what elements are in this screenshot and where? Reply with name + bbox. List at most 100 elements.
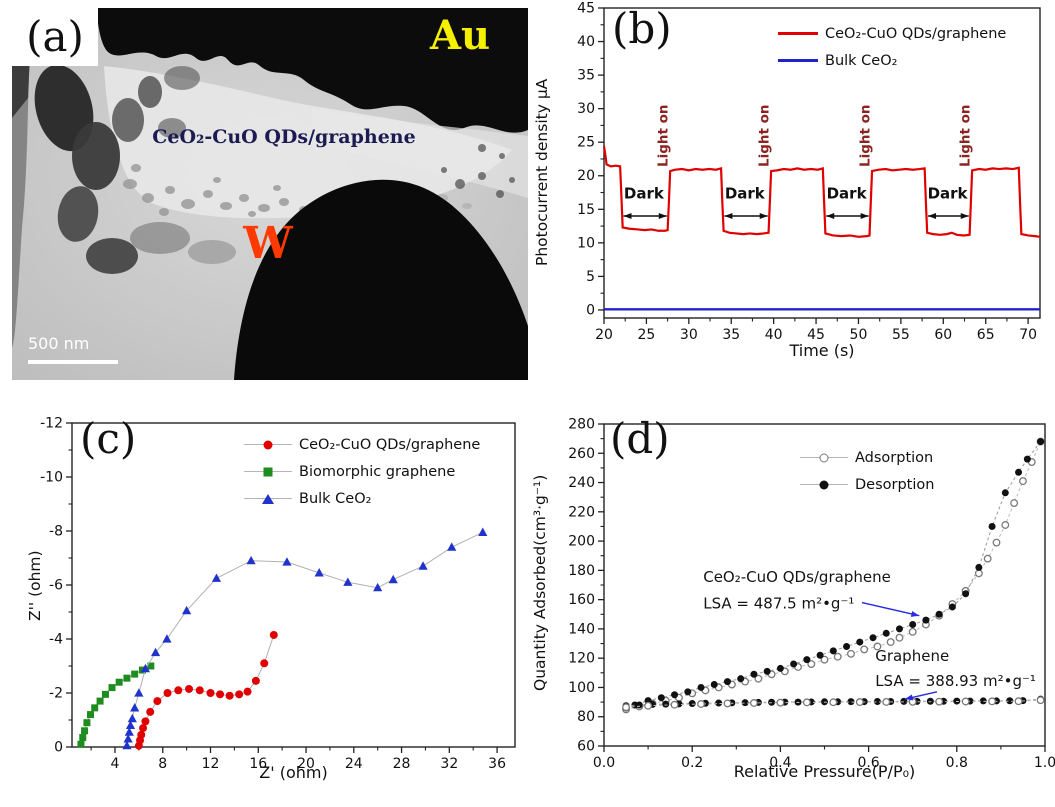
panel-d-isotherm-chart: 0.0 0.2 0.4 0.6 0.8 1.0 60 80 100 120 140 160 180 200… <box>568 417 1055 772</box>
panel-a-letter-box: (a) <box>12 8 98 66</box>
panel-c-impedance-chart: 4 8 12 16 20 24 28 32 36 0 -2 -4 -6 -8 -10 -12 <box>40 416 516 773</box>
particle-speckles <box>441 144 515 198</box>
svg-text:4: 4 <box>111 756 120 772</box>
panel-d-legend: Adsorption Desorption <box>800 444 934 498</box>
legend-item: Biomorphic graphene <box>244 458 480 485</box>
svg-text:40: 40 <box>577 34 595 50</box>
svg-text:40: 40 <box>765 327 783 343</box>
scale-bar <box>28 360 118 364</box>
svg-text:Light on: Light on <box>858 104 874 167</box>
legend-label: Desorption <box>855 476 935 493</box>
svg-text:80: 80 <box>577 709 595 725</box>
svg-text:45: 45 <box>807 327 825 343</box>
series-c-2 <box>122 527 488 750</box>
svg-text:36: 36 <box>488 756 506 772</box>
svg-text:0.4: 0.4 <box>769 755 791 771</box>
svg-text:30: 30 <box>577 101 595 117</box>
svg-text:35: 35 <box>577 68 595 84</box>
svg-text:10: 10 <box>577 235 595 251</box>
svg-text:-12: -12 <box>40 416 63 432</box>
svg-text:0: 0 <box>586 302 595 318</box>
svg-text:Dark: Dark <box>624 185 665 203</box>
panel-c-y-axis-label: Z'' (ohm) <box>26 550 44 622</box>
au-label: Au <box>429 12 491 59</box>
svg-text:30: 30 <box>680 327 698 343</box>
svg-text:Dark: Dark <box>725 185 766 203</box>
svg-text:0.0: 0.0 <box>593 755 615 771</box>
axes-d <box>598 423 1046 752</box>
svg-text:16: 16 <box>249 756 267 772</box>
axes-c <box>66 422 498 753</box>
svg-text:15: 15 <box>577 202 595 218</box>
svg-text:1.0: 1.0 <box>1034 755 1055 771</box>
annotations-d: CeO₂-CuO QDs/graphene LSA = 487.5 m²•g⁻¹ G… <box>703 568 1036 701</box>
panel-c-letter: (c) <box>80 414 137 463</box>
w-tip-region <box>234 179 528 380</box>
svg-text:55: 55 <box>892 327 910 343</box>
svg-text:240: 240 <box>568 475 595 491</box>
legend-label: CeO₂-CuO QDs/graphene <box>299 436 481 453</box>
axes-b <box>598 7 1029 324</box>
plot-area-b: 20 25 30 35 40 45 50 55 60 65 70 0 5 10 15 20 25 30 35 40 45… <box>577 1 1041 344</box>
svg-text:100: 100 <box>568 680 595 696</box>
panel-c-x-axis-label: Z' (ohm) <box>259 763 328 782</box>
svg-text:Light on: Light on <box>757 104 773 167</box>
panel-b-letter: (b) <box>612 4 672 53</box>
tem-micrograph <box>12 8 528 380</box>
blue-line-swatch <box>778 59 818 62</box>
svg-text:280: 280 <box>568 417 595 433</box>
svg-text:25: 25 <box>577 135 595 151</box>
legend-label: CeO₂-CuO QDs/graphene <box>825 25 1007 42</box>
svg-text:180: 180 <box>568 563 595 579</box>
panel-a-tem-image: (a) Au CeO₂-CuO QDs/graphene W 500 nm <box>12 8 528 380</box>
svg-text:20: 20 <box>577 168 595 184</box>
legend-label: Bulk CeO₂ <box>825 52 898 69</box>
tick-labels-d: 0.0 0.2 0.4 0.6 0.8 1.0 60 80 100 120 140 160 180 200… <box>568 417 1055 772</box>
panel-b-legend: CeO₂-CuO QDs/graphene Bulk CeO₂ <box>778 20 1006 74</box>
svg-text:20: 20 <box>297 756 315 772</box>
plot-area-d: 0.0 0.2 0.4 0.6 0.8 1.0 60 80 100 120 140 160 180 200… <box>568 417 1055 772</box>
svg-text:60: 60 <box>934 327 952 343</box>
svg-text:LSA = 388.93 m²•g⁻¹: LSA = 388.93 m²•g⁻¹ <box>875 672 1036 690</box>
filled-circle-swatch <box>800 480 848 490</box>
legend-item: Desorption <box>800 471 934 498</box>
legend-label: Bulk CeO₂ <box>299 490 372 507</box>
svg-text:200: 200 <box>568 534 595 550</box>
legend-item: Bulk CeO₂ <box>244 485 480 512</box>
svg-text:0.2: 0.2 <box>681 755 703 771</box>
svg-text:Dark: Dark <box>827 185 868 203</box>
svg-text:20: 20 <box>595 327 613 343</box>
svg-text:8: 8 <box>158 756 167 772</box>
svg-text:120: 120 <box>568 651 595 667</box>
sample-label: CeO₂-CuO QDs/graphene <box>152 126 416 148</box>
svg-text:0.8: 0.8 <box>946 755 968 771</box>
series-b-0 <box>602 146 1041 238</box>
tick-labels-b: 20 25 30 35 40 45 50 55 60 65 70 0 5 10 15 20 25 30 35 40 45 <box>577 1 1037 344</box>
svg-text:CeO₂-CuO QDs/graphene: CeO₂-CuO QDs/graphene <box>703 568 891 586</box>
panel-b-x-axis-label: Time (s) <box>789 341 855 360</box>
svg-text:50: 50 <box>850 327 868 343</box>
svg-text:Light on: Light on <box>958 104 974 167</box>
svg-text:-6: -6 <box>49 578 63 594</box>
panel-b-photocurrent-chart: 20 25 30 35 40 45 50 55 60 65 70 0 5 10 15 20 25 30 35 40 45… <box>577 1 1041 344</box>
panel-c-legend: CeO₂-CuO QDs/graphene Biomorphic graphen… <box>244 431 480 512</box>
panel-a-letter: (a) <box>26 12 84 61</box>
panel-d-letter: (d) <box>610 414 670 463</box>
legend-label: Biomorphic graphene <box>299 463 456 480</box>
green-square-swatch <box>244 467 292 477</box>
svg-text:25: 25 <box>637 327 655 343</box>
legend-label: Adsorption <box>855 449 934 466</box>
svg-text:220: 220 <box>568 504 595 520</box>
legend-item: CeO₂-CuO QDs/graphene <box>244 431 480 458</box>
legend-item: CeO₂-CuO QDs/graphene <box>778 20 1006 47</box>
svg-text:Graphene: Graphene <box>875 647 949 665</box>
series-d-1 <box>622 438 1045 712</box>
annotations-b: Light on Light on Light on Light on Dark Dark… <box>623 104 974 220</box>
tick-labels-c: 4 8 12 16 20 24 28 32 36 0 -2 -4 -6 -8 -10 -12 <box>40 416 506 773</box>
red-line-swatch <box>778 32 818 35</box>
legend-item: Adsorption <box>800 444 934 471</box>
plot-area-c: 4 8 12 16 20 24 28 32 36 0 -2 -4 -6 -8 -10 -12 <box>40 416 516 773</box>
svg-text:32: 32 <box>440 756 458 772</box>
svg-text:35: 35 <box>722 327 740 343</box>
